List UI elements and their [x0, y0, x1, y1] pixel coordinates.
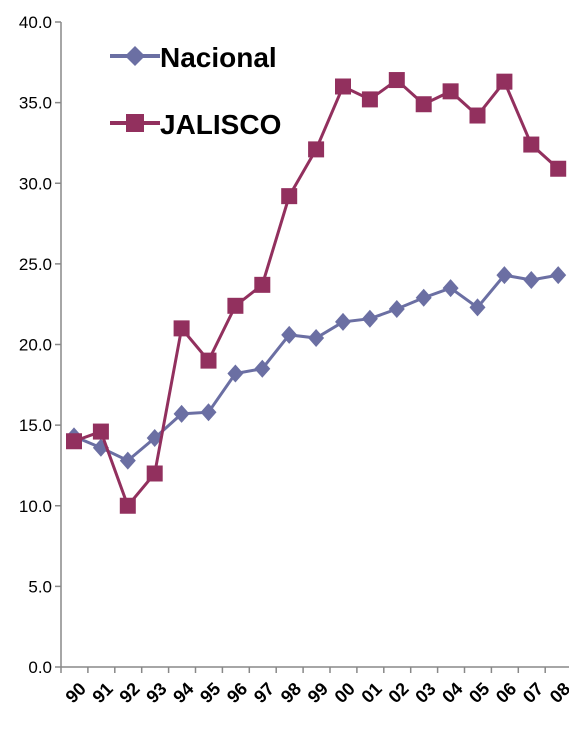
data-point-nacional [254, 359, 271, 378]
series-nacional [66, 266, 567, 470]
data-point-nacional [200, 403, 217, 422]
x-tick-label: 05 [465, 679, 493, 707]
data-point-jalisco [361, 91, 378, 108]
legend-label-jalisco: JALISCO [160, 109, 281, 140]
data-point-jalisco [227, 297, 244, 314]
data-point-nacional [415, 288, 432, 307]
data-point-jalisco [281, 188, 298, 205]
y-axis-ticks: 0.0 5.0 10.0 15.0 20.0 25.0 30.0 35.0 40.0 [19, 13, 61, 677]
data-point-jalisco [335, 78, 351, 95]
series-layer [66, 72, 567, 514]
legend: Nacional JALISCO [110, 42, 281, 140]
series-jalisco [66, 72, 567, 514]
data-point-nacional [335, 312, 351, 331]
data-point-jalisco [496, 73, 513, 90]
x-tick-label: 90 [62, 679, 90, 707]
data-point-jalisco [66, 433, 82, 450]
data-point-jalisco [92, 423, 109, 440]
data-point-jalisco [388, 72, 405, 89]
data-point-nacional [308, 329, 325, 348]
x-tick-label: 00 [331, 679, 359, 707]
y-tick-label: 5.0 [28, 577, 52, 596]
x-tick-label: 97 [250, 679, 278, 707]
data-point-jalisco [254, 276, 271, 293]
x-tick-label: 94 [169, 679, 197, 707]
data-point-nacional [281, 325, 298, 344]
data-point-nacional [550, 266, 567, 285]
data-point-nacional [523, 271, 540, 289]
legend-item-nacional: Nacional [110, 42, 277, 73]
y-tick-label: 0.0 [28, 658, 52, 677]
data-point-jalisco [308, 141, 325, 158]
x-tick-label: 07 [519, 679, 547, 707]
data-point-jalisco [146, 465, 163, 482]
legend-label-nacional: Nacional [160, 42, 277, 73]
x-tick-label: 91 [89, 679, 117, 707]
data-point-jalisco [200, 352, 217, 369]
data-point-nacional [442, 279, 459, 298]
x-tick-label: 92 [115, 679, 143, 707]
data-point-nacional [173, 404, 190, 423]
y-tick-label: 35.0 [19, 94, 52, 113]
x-tick-label: 08 [546, 679, 569, 707]
x-tick-label: 99 [304, 679, 332, 707]
y-tick-label: 20.0 [19, 336, 52, 355]
data-point-jalisco [550, 160, 567, 177]
data-point-nacional [146, 429, 163, 448]
data-point-nacional [496, 266, 513, 285]
y-tick-label: 10.0 [19, 497, 52, 516]
y-tick-label: 25.0 [19, 255, 52, 274]
x-tick-label: 93 [142, 679, 170, 707]
x-tick-label: 03 [411, 679, 439, 707]
y-tick-label: 40.0 [19, 13, 52, 32]
legend-marker-nacional [125, 46, 145, 66]
x-tick-label: 95 [196, 679, 224, 707]
data-point-nacional [388, 300, 405, 319]
y-tick-label: 15.0 [19, 416, 52, 435]
x-tick-label: 96 [223, 679, 251, 707]
data-point-jalisco [523, 136, 540, 153]
x-tick-label: 04 [438, 679, 466, 707]
data-point-jalisco [173, 320, 190, 337]
legend-item-jalisco: JALISCO [110, 109, 281, 140]
data-point-nacional [227, 364, 244, 383]
y-tick-label: 30.0 [19, 174, 52, 193]
x-tick-label: 98 [277, 679, 305, 707]
x-tick-label: 06 [492, 679, 520, 707]
data-point-jalisco [119, 497, 136, 514]
data-point-nacional [361, 309, 378, 328]
x-tick-label: 02 [384, 679, 412, 707]
data-point-nacional [119, 451, 136, 470]
x-tick-label: 01 [358, 679, 386, 707]
series-line-nacional [73, 273, 559, 463]
data-point-jalisco [442, 83, 459, 100]
data-point-jalisco [469, 107, 486, 124]
legend-marker-jalisco [126, 114, 144, 132]
data-point-nacional [469, 298, 486, 317]
data-point-jalisco [415, 96, 432, 113]
